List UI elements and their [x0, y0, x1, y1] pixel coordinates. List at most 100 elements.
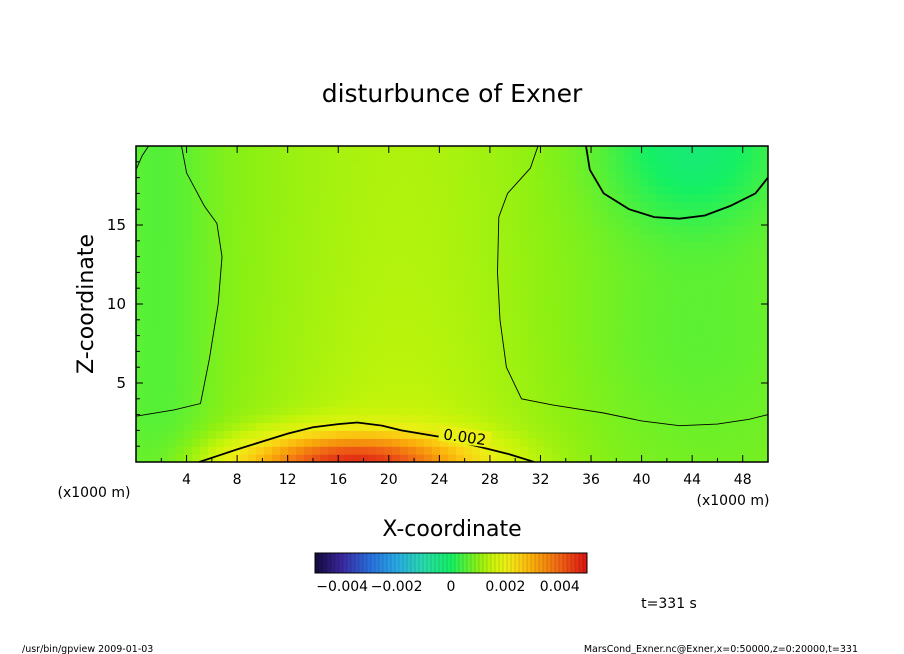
colorbar-segment — [551, 553, 556, 573]
colorbar-segment — [531, 553, 536, 573]
colorbar-segment — [583, 553, 588, 573]
colorbar-segment — [375, 553, 380, 573]
colorbar-segment — [487, 553, 492, 573]
colorbar-segment — [403, 553, 408, 573]
colorbar-segment — [435, 553, 440, 573]
colorbar-segment — [383, 553, 388, 573]
contour-line — [585, 146, 768, 220]
x-tick-label: 20 — [380, 472, 398, 488]
x-tick-label: 12 — [279, 472, 297, 488]
colorbar-frame — [314, 552, 588, 574]
colorbar-segment — [331, 553, 336, 573]
colorbar-segment — [335, 553, 340, 573]
colorbar-segment — [387, 553, 392, 573]
contour-line — [136, 146, 223, 417]
x-tick-label: 36 — [582, 472, 600, 488]
colorbar-segment — [323, 553, 328, 573]
time-annotation: t=331 s — [641, 596, 697, 612]
colorbar-segment — [519, 553, 524, 573]
y-axis-label: Z-coordinate — [74, 234, 99, 374]
colorbar-segment — [343, 553, 348, 573]
colorbar-segment — [499, 553, 504, 573]
chart-title: disturbunce of Exner — [322, 79, 583, 108]
colorbar-segment — [339, 553, 344, 573]
colorbar-segment — [367, 553, 372, 573]
colorbar-segment — [543, 553, 548, 573]
colorbar-segment — [527, 553, 532, 573]
colorbar-segment — [571, 553, 576, 573]
x-tick-label: 4 — [182, 472, 191, 488]
colorbar-segment — [351, 553, 356, 573]
colorbar-segment — [419, 553, 424, 573]
colorbar — [314, 553, 588, 573]
footer-right: MarsCond_Exner.nc@Exner,x=0:50000,z=0:20… — [584, 644, 858, 654]
x-axis-ticks: 4 8 12 16 20 24 28 32 36 40 44 48 — [160, 146, 752, 488]
colorbar-segment — [371, 553, 376, 573]
colorbar-segment — [415, 553, 420, 573]
colorbar-segment — [555, 553, 560, 573]
colorbar-segment — [563, 553, 568, 573]
colorbar-segment — [455, 553, 460, 573]
colorbar-segment — [447, 553, 452, 573]
contour-label: 0.002 — [442, 425, 487, 449]
colorbar-segment — [575, 553, 580, 573]
colorbar-segment — [535, 553, 540, 573]
colorbar-segment — [511, 553, 516, 573]
colorbar-segment — [463, 553, 468, 573]
y-axis-ticks: 5 10 15 — [107, 161, 768, 447]
x-tick-label: 44 — [683, 472, 701, 488]
colorbar-segment — [411, 553, 416, 573]
colorbar-segment — [559, 553, 564, 573]
colorbar-segment — [395, 553, 400, 573]
colorbar-segment — [567, 553, 572, 573]
colorbar-segment — [507, 553, 512, 573]
colorbar-segment — [399, 553, 404, 573]
colorbar-segment — [347, 553, 352, 573]
colorbar-segment — [503, 553, 508, 573]
colorbar-segment — [451, 553, 456, 573]
colorbar-segment — [539, 553, 544, 573]
colorbar-tick-label: 0.002 — [485, 579, 525, 595]
colorbar-segment — [475, 553, 480, 573]
colorbar-segment — [467, 553, 472, 573]
footer-left: /usr/bin/gpview 2009-01-03 — [22, 644, 153, 654]
colorbar-segment — [407, 553, 412, 573]
x-tick-label: 8 — [233, 472, 242, 488]
colorbar-segment — [547, 553, 552, 573]
x-tick-label: 16 — [329, 472, 347, 488]
colorbar-tick-label: 0.004 — [540, 579, 580, 595]
colorbar-segment — [443, 553, 448, 573]
contour-lines: 0.002 — [136, 146, 768, 462]
x-tick-label: 32 — [532, 472, 550, 488]
y-tick-label: 10 — [107, 295, 126, 313]
x-tick-label: 48 — [734, 472, 752, 488]
x-tick-label: 40 — [633, 472, 651, 488]
colorbar-segment — [379, 553, 384, 573]
colorbar-segment — [471, 553, 476, 573]
colorbar-segment — [523, 553, 528, 573]
colorbar-tick-label: −0.004 — [316, 579, 368, 595]
colorbar-segment — [479, 553, 484, 573]
colorbar-segment — [355, 553, 360, 573]
y-tick-label: 5 — [116, 374, 126, 392]
colorbar-segment — [579, 553, 584, 573]
colorbar-tick-label: 0 — [447, 579, 456, 595]
heatmap-field — [136, 146, 768, 462]
colorbar-segment — [495, 553, 500, 573]
y-tick-label: 15 — [107, 216, 126, 234]
colorbar-segment — [459, 553, 464, 573]
colorbar-segment — [315, 553, 320, 573]
contour-line — [497, 146, 768, 427]
colorbar-segment — [391, 553, 396, 573]
colorbar-segment — [359, 553, 364, 573]
x-axis-label: X-coordinate — [382, 517, 521, 542]
colorbar-segment — [483, 553, 488, 573]
colorbar-segment — [427, 553, 432, 573]
colorbar-segment — [431, 553, 436, 573]
colorbar-segment — [319, 553, 324, 573]
colorbar-tick-label: −0.002 — [371, 579, 423, 595]
x-tick-label: 24 — [430, 472, 448, 488]
x-tick-label: 28 — [481, 472, 499, 488]
colorbar-ticks: −0.004 −0.002 0 0.002 0.004 — [316, 579, 580, 595]
